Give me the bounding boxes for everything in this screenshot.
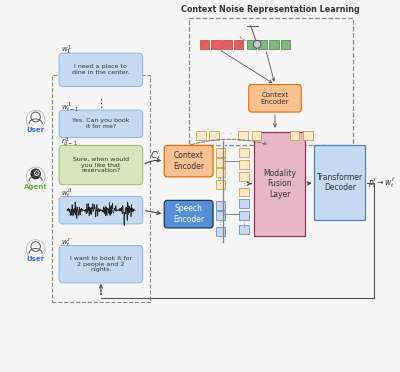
Text: ⚙: ⚙ [32,169,39,179]
Text: I want to book it for
2 people and 2
nights.: I want to book it for 2 people and 2 nig… [70,256,132,273]
Text: ⋮: ⋮ [240,221,248,227]
FancyBboxPatch shape [59,196,143,224]
Bar [239,148,249,157]
Text: ⋮: ⋮ [95,286,106,296]
Bar [239,172,249,181]
Circle shape [31,169,40,179]
Text: ⋮: ⋮ [217,177,224,183]
Bar [209,131,219,140]
Bar [216,227,225,236]
Bar [239,225,249,234]
Text: $r^d_{d-1}$: $r^d_{d-1}$ [61,136,78,149]
Bar [52,75,150,302]
Text: Context
Encoder: Context Encoder [261,92,289,105]
Text: $C^i_t$: $C^i_t$ [150,148,161,163]
Text: ·  ·  ·: · · · [268,131,284,137]
Circle shape [254,41,261,48]
Bar [200,41,209,49]
FancyBboxPatch shape [164,145,213,177]
Bar [216,180,225,189]
Text: Agent: Agent [24,184,48,190]
Text: Speech
Encoder: Speech Encoder [173,205,204,224]
Circle shape [31,112,40,122]
Bar [269,41,279,49]
Circle shape [31,242,40,251]
FancyBboxPatch shape [249,84,301,112]
Bar [314,145,365,220]
FancyBboxPatch shape [59,53,143,87]
Text: $w^1_{t-1}$: $w^1_{t-1}$ [61,100,79,113]
Bar [189,18,353,145]
Bar [216,148,225,157]
Text: Modality
Fusion
Layer: Modality Fusion Layer [263,169,296,199]
Bar [234,41,243,49]
Text: Context Noise Representation Learning: Context Noise Representation Learning [182,5,360,14]
Bar [211,41,220,49]
Bar [216,158,225,167]
FancyBboxPatch shape [59,145,143,185]
Text: ⋮: ⋮ [240,182,248,187]
Bar [222,144,225,242]
Text: Sure, when would
you like that
reservation?: Sure, when would you like that reservati… [73,157,129,173]
Text: $w^r_t$: $w^r_t$ [61,236,71,248]
FancyBboxPatch shape [59,246,143,283]
Bar [239,187,249,196]
Bar [290,131,300,140]
Bar [239,199,249,208]
Text: User: User [26,256,45,262]
Bar [303,131,312,140]
Text: $p^i_t \rightarrow w^t_t$: $p^i_t \rightarrow w^t_t$ [368,175,396,190]
Bar [252,131,261,140]
Text: ⋮: ⋮ [95,99,106,109]
Bar [216,211,225,220]
Bar [222,41,232,49]
Text: User: User [26,127,45,133]
FancyBboxPatch shape [59,110,143,138]
Text: ·  ·  ·: · · · [216,131,232,137]
Text: Yes. Can you book
it for me?: Yes. Can you book it for me? [72,118,130,129]
Bar [216,201,225,210]
Bar [281,41,290,49]
Bar [239,160,249,169]
Bar [254,132,305,236]
Bar [258,41,268,49]
Bar [239,211,249,220]
Text: I need a place to
dine in the center.: I need a place to dine in the center. [72,64,130,75]
Text: $w^1_1$: $w^1_1$ [61,44,72,57]
Bar [247,41,256,49]
Bar [238,131,248,140]
Bar [196,131,206,140]
FancyBboxPatch shape [164,201,213,228]
Bar [216,168,225,177]
Text: Context
Encoder: Context Encoder [173,151,204,171]
Text: Transformer
Decoder: Transformer Decoder [317,173,363,192]
Text: $w^d_t$: $w^d_t$ [61,186,72,200]
Text: ⋮: ⋮ [217,221,224,227]
